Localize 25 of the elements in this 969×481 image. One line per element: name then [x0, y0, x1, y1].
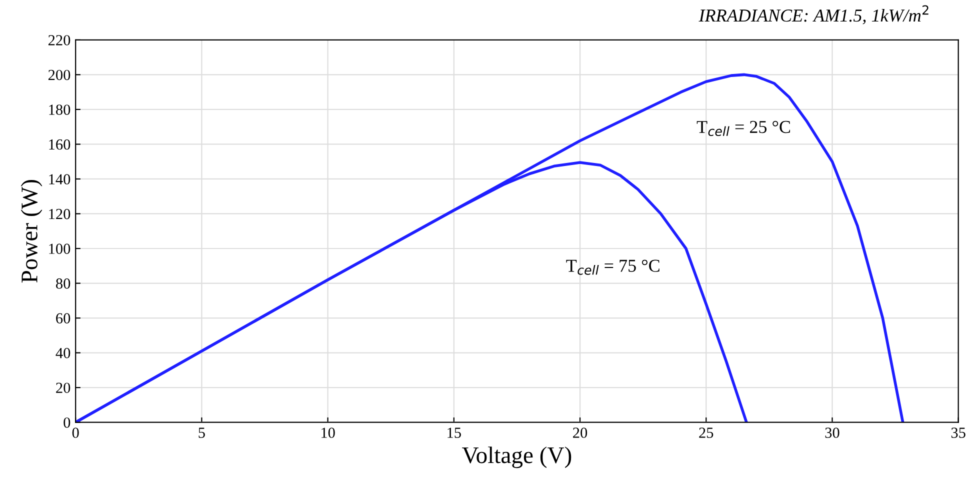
annotation: T$_{cell}$ = 75 °C	[566, 260, 660, 275]
chart-title: IRRADIANCE: AM1.5, 1kW/m$^{2}$	[698, 5, 928, 24]
x-tick-label: 35	[951, 428, 966, 438]
y-tick-label: 120	[49, 208, 70, 220]
x-tick-label: 20	[573, 428, 588, 438]
x-tick-label: 15	[448, 428, 461, 438]
y-tick-label: 40	[56, 348, 70, 358]
y-axis-title: Power (W)	[20, 180, 42, 283]
y-tick-label: 180	[49, 104, 70, 115]
y-tick-label: 0	[64, 417, 70, 428]
x-tick-label: 10	[322, 428, 335, 438]
x-tick-label: 25	[699, 428, 714, 438]
y-tick-label: 20	[56, 382, 70, 394]
y-tick-label: 160	[49, 139, 70, 150]
x-axis-title: Voltage (V)	[462, 446, 572, 468]
y-tick-label: 80	[56, 278, 70, 289]
annotation: T$_{cell}$ = 25 °C	[696, 120, 790, 136]
y-tick-label: 200	[48, 70, 70, 80]
x-tick-label: 30	[825, 428, 840, 438]
y-tick-label: 100	[49, 244, 70, 254]
y-tick-label: 140	[49, 174, 70, 184]
x-tick-label: 5	[198, 428, 205, 438]
y-tick-label: 220	[48, 35, 70, 46]
x-tick-label: 0	[72, 428, 79, 438]
y-tick-label: 60	[56, 313, 70, 324]
